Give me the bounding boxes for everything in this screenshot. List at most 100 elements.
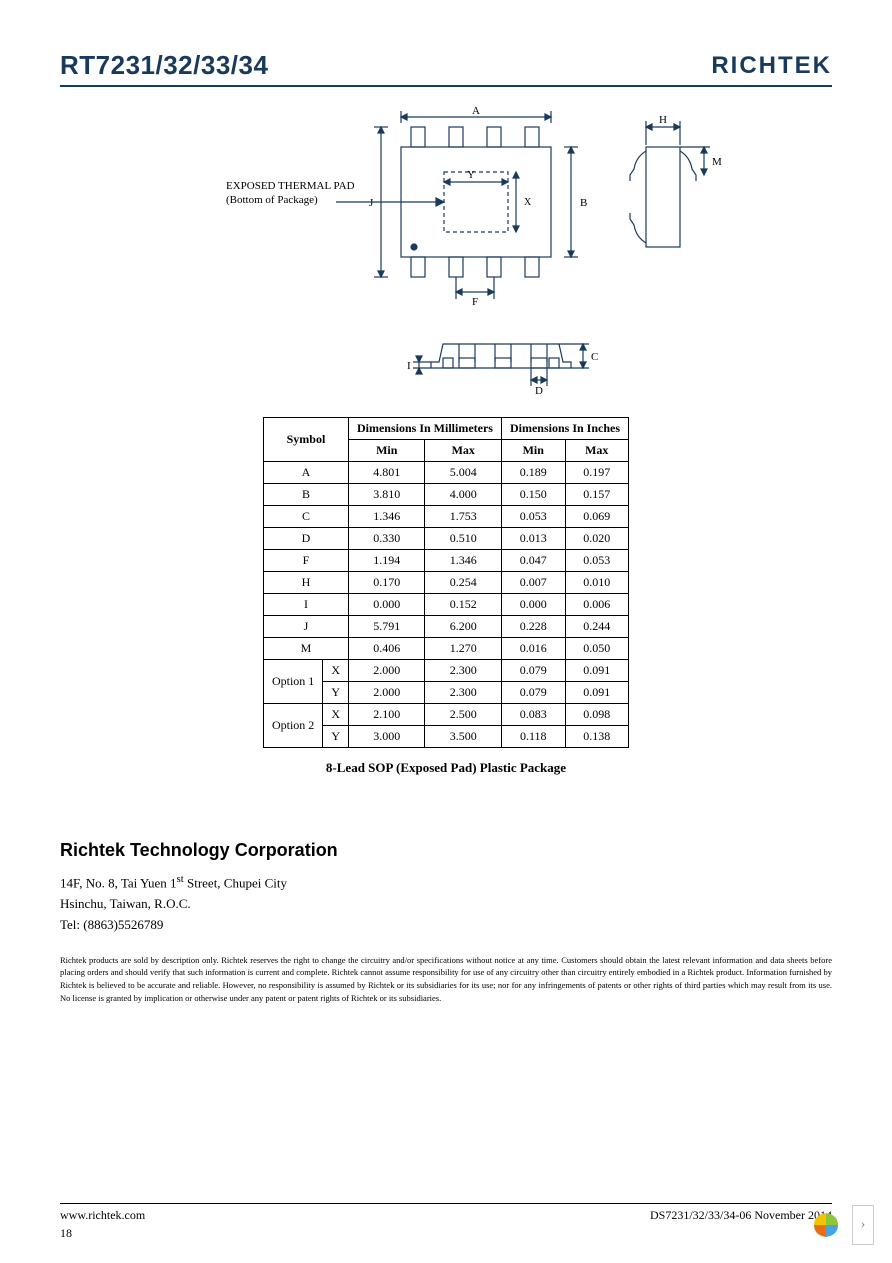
table-cell: 4.801	[348, 462, 425, 484]
table-cell: 0.510	[425, 528, 502, 550]
table-caption: 8-Lead SOP (Exposed Pad) Plastic Package	[60, 760, 832, 776]
table-cell: 0.050	[565, 638, 629, 660]
table-cell: X	[323, 660, 349, 682]
table-cell: 2.500	[425, 704, 502, 726]
table-cell: 3.000	[348, 726, 425, 748]
table-cell: 0.006	[565, 594, 629, 616]
table-cell: 0.152	[425, 594, 502, 616]
disclaimer-text: Richtek products are sold by description…	[60, 954, 832, 1005]
company-block: Richtek Technology Corporation 14F, No. …	[60, 836, 832, 1005]
table-row: Option 1X2.0002.3000.0790.091	[263, 660, 628, 682]
next-page-button[interactable]: ›	[852, 1205, 874, 1245]
company-name: Richtek Technology Corporation	[60, 836, 832, 865]
svg-text:J: J	[369, 197, 374, 209]
table-row: I0.0000.1520.0000.006	[263, 594, 628, 616]
table-cell: 0.069	[565, 506, 629, 528]
table-row: M0.4061.2700.0160.050	[263, 638, 628, 660]
table-cell: 6.200	[425, 616, 502, 638]
table-cell-symbol: C	[263, 506, 348, 528]
table-cell-symbol: H	[263, 572, 348, 594]
th-mm-min: Min	[348, 440, 425, 462]
table-cell: 0.047	[501, 550, 565, 572]
table-cell-symbol: F	[263, 550, 348, 572]
table-cell: 1.346	[425, 550, 502, 572]
table-cell: 0.010	[565, 572, 629, 594]
table-cell: 0.079	[501, 660, 565, 682]
company-addr2: Hsinchu, Taiwan, R.O.C.	[60, 894, 832, 915]
table-row: A4.8015.0040.1890.197	[263, 462, 628, 484]
table-cell: 0.007	[501, 572, 565, 594]
brand-logo: RICHTEK	[711, 52, 832, 80]
svg-text:D: D	[535, 385, 543, 397]
svg-text:A: A	[472, 107, 480, 117]
table-cell: 1.346	[348, 506, 425, 528]
chevron-right-icon: ›	[861, 1217, 866, 1233]
svg-text:B: B	[580, 197, 587, 209]
th-in-max: Max	[565, 440, 629, 462]
table-cell: 2.300	[425, 682, 502, 704]
table-cell: 0.150	[501, 484, 565, 506]
table-cell: X	[323, 704, 349, 726]
package-outline-svg: Y X A B	[166, 107, 726, 407]
table-cell: 2.100	[348, 704, 425, 726]
table-cell-symbol: I	[263, 594, 348, 616]
svg-text:X: X	[524, 197, 532, 208]
th-in-min: Min	[501, 440, 565, 462]
table-cell-option: Option 2	[263, 704, 322, 748]
table-cell: 0.053	[501, 506, 565, 528]
page-header: RT7231/32/33/34 RICHTEK	[60, 50, 832, 87]
thermal-pad-label-2: (Bottom of Package)	[226, 194, 318, 206]
table-row: C1.3461.7530.0530.069	[263, 506, 628, 528]
table-cell: 0.244	[565, 616, 629, 638]
table-cell: 3.500	[425, 726, 502, 748]
table-cell: 0.000	[348, 594, 425, 616]
table-row: B3.8104.0000.1500.157	[263, 484, 628, 506]
table-cell: 1.270	[425, 638, 502, 660]
table-cell: 4.000	[425, 484, 502, 506]
table-cell: Y	[323, 726, 349, 748]
table-row: J5.7916.2000.2280.244	[263, 616, 628, 638]
table-cell: 0.098	[565, 704, 629, 726]
table-cell: 0.170	[348, 572, 425, 594]
table-cell-option: Option 1	[263, 660, 322, 704]
svg-text:F: F	[472, 296, 478, 308]
table-cell: 5.004	[425, 462, 502, 484]
table-cell: 0.000	[501, 594, 565, 616]
svg-text:M: M	[712, 156, 722, 168]
table-row: H0.1700.2540.0070.010	[263, 572, 628, 594]
table-cell: 0.138	[565, 726, 629, 748]
table-cell: 2.300	[425, 660, 502, 682]
company-tel: Tel: (8863)5526789	[60, 915, 832, 936]
table-cell: 0.091	[565, 682, 629, 704]
dimensions-table: Symbol Dimensions In Millimeters Dimensi…	[263, 417, 629, 748]
table-cell: Y	[323, 682, 349, 704]
table-cell: 0.254	[425, 572, 502, 594]
table-cell: 0.079	[501, 682, 565, 704]
table-cell: 2.000	[348, 660, 425, 682]
thermal-pad-label-1: EXPOSED THERMAL PAD	[226, 180, 355, 192]
table-cell: 0.091	[565, 660, 629, 682]
footer-docid: DS7231/32/33/34-06 November 2014	[650, 1208, 832, 1223]
table-cell: 1.194	[348, 550, 425, 572]
table-cell: 0.330	[348, 528, 425, 550]
table-cell: 0.053	[565, 550, 629, 572]
table-cell: 0.013	[501, 528, 565, 550]
svg-text:H: H	[659, 114, 667, 126]
package-diagram: Y X A B	[60, 107, 832, 407]
table-cell: 0.406	[348, 638, 425, 660]
table-cell: 0.189	[501, 462, 565, 484]
th-in: Dimensions In Inches	[501, 418, 628, 440]
part-number: RT7231/32/33/34	[60, 50, 268, 81]
table-row: F1.1941.3460.0470.053	[263, 550, 628, 572]
table-cell: 0.157	[565, 484, 629, 506]
th-symbol: Symbol	[263, 418, 348, 462]
viewer-controls: ›	[812, 1205, 874, 1245]
table-cell: 3.810	[348, 484, 425, 506]
table-cell: 0.083	[501, 704, 565, 726]
table-cell: 0.228	[501, 616, 565, 638]
table-cell-symbol: B	[263, 484, 348, 506]
table-cell: 2.000	[348, 682, 425, 704]
viewer-logo-icon	[812, 1211, 840, 1239]
page-footer: www.richtek.com DS7231/32/33/34-06 Novem…	[60, 1203, 832, 1223]
page-number: 18	[60, 1226, 72, 1241]
